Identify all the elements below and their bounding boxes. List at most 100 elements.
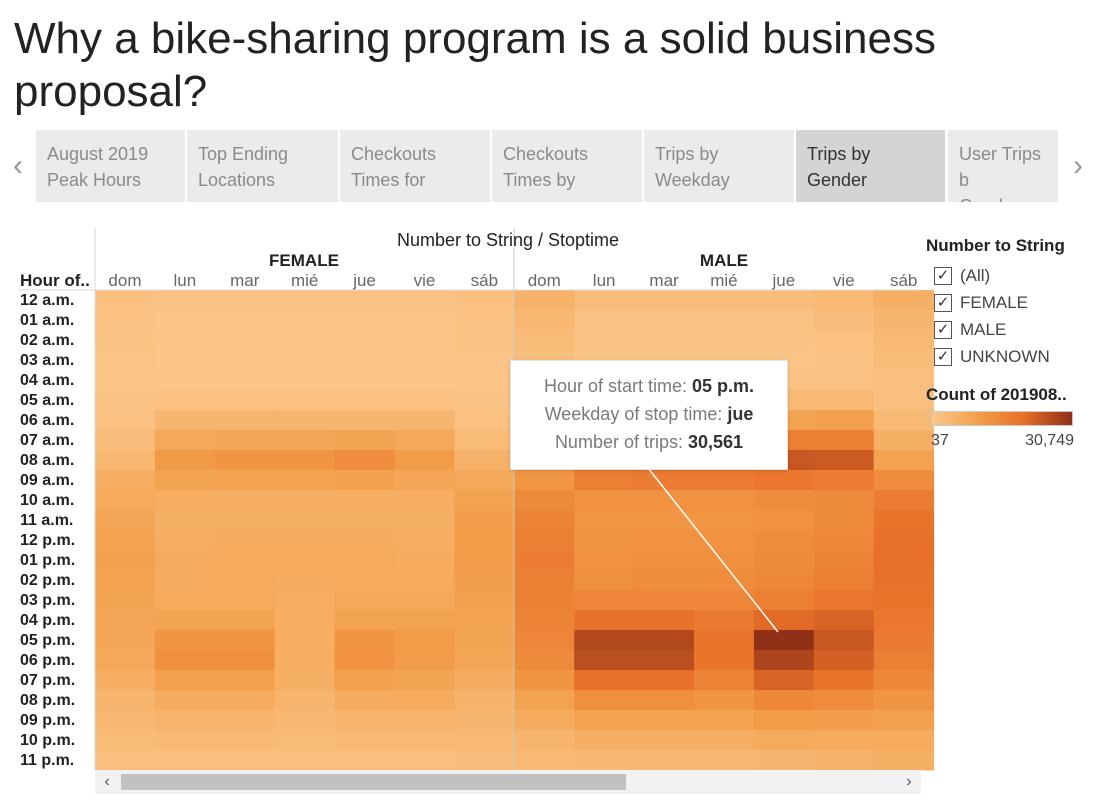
horizontal-scrollbar[interactable]: ‹ ›	[95, 770, 921, 794]
heatmap-cell[interactable]	[753, 550, 815, 571]
heatmap-cell[interactable]	[334, 630, 395, 651]
heatmap-cell[interactable]	[274, 490, 336, 511]
heatmap-cell[interactable]	[873, 350, 935, 371]
heatmap-cell[interactable]	[394, 390, 455, 411]
heatmap-cell[interactable]	[274, 290, 336, 311]
heatmap-cell[interactable]	[95, 410, 156, 431]
heatmap-cell[interactable]	[454, 730, 515, 751]
heatmap-cell[interactable]	[274, 510, 336, 531]
heatmap-cell[interactable]	[634, 750, 695, 771]
heatmap-cell[interactable]	[334, 570, 395, 591]
heatmap-cell[interactable]	[634, 290, 695, 311]
heatmap-cell[interactable]	[95, 470, 156, 491]
heatmap-cell[interactable]	[574, 730, 635, 751]
heatmap-cell[interactable]	[574, 690, 635, 711]
heatmap-cell[interactable]	[394, 530, 455, 551]
checkbox-checked-icon[interactable]: ✓	[934, 267, 952, 285]
heatmap-cell[interactable]	[813, 610, 875, 631]
heatmap-cell[interactable]	[694, 330, 755, 351]
heatmap-cell[interactable]	[634, 630, 695, 651]
heatmap-cell[interactable]	[154, 510, 216, 531]
heatmap-cell[interactable]	[694, 530, 755, 551]
heatmap-cell[interactable]	[813, 450, 875, 471]
heatmap-cell[interactable]	[753, 730, 815, 751]
heatmap-cell[interactable]	[514, 670, 575, 691]
heatmap-cell[interactable]	[753, 630, 815, 651]
heatmap-cell[interactable]	[574, 490, 635, 511]
heatmap-cell[interactable]	[873, 670, 935, 691]
heatmap-cell[interactable]	[394, 350, 455, 371]
heatmap-cell[interactable]	[873, 710, 935, 731]
heatmap-cell[interactable]	[95, 610, 156, 631]
heatmap-cell[interactable]	[95, 450, 156, 471]
heatmap-cell[interactable]	[95, 670, 156, 691]
heatmap-cell[interactable]	[95, 730, 156, 751]
heatmap-cell[interactable]	[873, 470, 935, 491]
heatmap-cell[interactable]	[214, 550, 276, 571]
heatmap-cell[interactable]	[454, 590, 515, 611]
heatmap-cell[interactable]	[95, 510, 156, 531]
heatmap-cell[interactable]	[574, 650, 635, 671]
heatmap-cell[interactable]	[694, 630, 755, 651]
heatmap-cell[interactable]	[694, 690, 755, 711]
heatmap-cell[interactable]	[214, 450, 276, 471]
heatmap-cell[interactable]	[274, 530, 336, 551]
heatmap-cell[interactable]	[214, 730, 276, 751]
heatmap-cell[interactable]	[873, 430, 935, 451]
heatmap-cell[interactable]	[274, 630, 336, 651]
heatmap-cell[interactable]	[753, 570, 815, 591]
heatmap-cell[interactable]	[454, 750, 515, 771]
heatmap-cell[interactable]	[95, 590, 156, 611]
heatmap-cell[interactable]	[334, 410, 395, 431]
heatmap-cell[interactable]	[873, 630, 935, 651]
heatmap-cell[interactable]	[95, 550, 156, 571]
heatmap-cell[interactable]	[753, 310, 815, 331]
heatmap-cell[interactable]	[694, 670, 755, 691]
heatmap-cell[interactable]	[454, 450, 515, 471]
heatmap-cell[interactable]	[394, 590, 455, 611]
tab-trips-by-weekday[interactable]: Trips by Weekday	[644, 130, 794, 202]
heatmap-cell[interactable]	[274, 450, 336, 471]
heatmap-cell[interactable]	[454, 550, 515, 571]
heatmap-cell[interactable]	[574, 530, 635, 551]
heatmap-cell[interactable]	[95, 630, 156, 651]
tab-trips-by-gender[interactable]: Trips by Gender	[796, 130, 945, 202]
heatmap-cell[interactable]	[813, 370, 875, 391]
heatmap-cell[interactable]	[394, 710, 455, 731]
heatmap-cell[interactable]	[454, 490, 515, 511]
heatmap-cell[interactable]	[454, 710, 515, 731]
heatmap-cell[interactable]	[274, 390, 336, 411]
heatmap-cell[interactable]	[154, 530, 216, 551]
heatmap-cell[interactable]	[813, 710, 875, 731]
tab-checkouts-times-by[interactable]: Checkouts Times by	[492, 130, 642, 202]
heatmap-cell[interactable]	[753, 510, 815, 531]
heatmap-cell[interactable]	[334, 370, 395, 391]
heatmap-cell[interactable]	[514, 570, 575, 591]
heatmap-cell[interactable]	[454, 510, 515, 531]
filter-all[interactable]: ✓ (All)	[934, 265, 990, 287]
heatmap-cell[interactable]	[95, 690, 156, 711]
heatmap-cell[interactable]	[274, 650, 336, 671]
heatmap-cell[interactable]	[634, 470, 695, 491]
heatmap-cell[interactable]	[694, 470, 755, 491]
heatmap-cell[interactable]	[334, 690, 395, 711]
heatmap-cell[interactable]	[634, 490, 695, 511]
heatmap-cell[interactable]	[334, 490, 395, 511]
heatmap-cell[interactable]	[634, 690, 695, 711]
heatmap-cell[interactable]	[873, 370, 935, 391]
heatmap-cell[interactable]	[454, 310, 515, 331]
heatmap-cell[interactable]	[394, 490, 455, 511]
heatmap-cell[interactable]	[514, 310, 575, 331]
heatmap-cell[interactable]	[514, 490, 575, 511]
heatmap-cell[interactable]	[813, 510, 875, 531]
heatmap-cell[interactable]	[394, 750, 455, 771]
heatmap-cell[interactable]	[514, 750, 575, 771]
heatmap-cell[interactable]	[95, 350, 156, 371]
heatmap-cell[interactable]	[574, 630, 635, 651]
heatmap-cell[interactable]	[514, 290, 575, 311]
heatmap-cell[interactable]	[514, 470, 575, 491]
heatmap-cell[interactable]	[753, 490, 815, 511]
heatmap-cell[interactable]	[454, 410, 515, 431]
heatmap-cell[interactable]	[154, 610, 216, 631]
heatmap-cell[interactable]	[454, 670, 515, 691]
